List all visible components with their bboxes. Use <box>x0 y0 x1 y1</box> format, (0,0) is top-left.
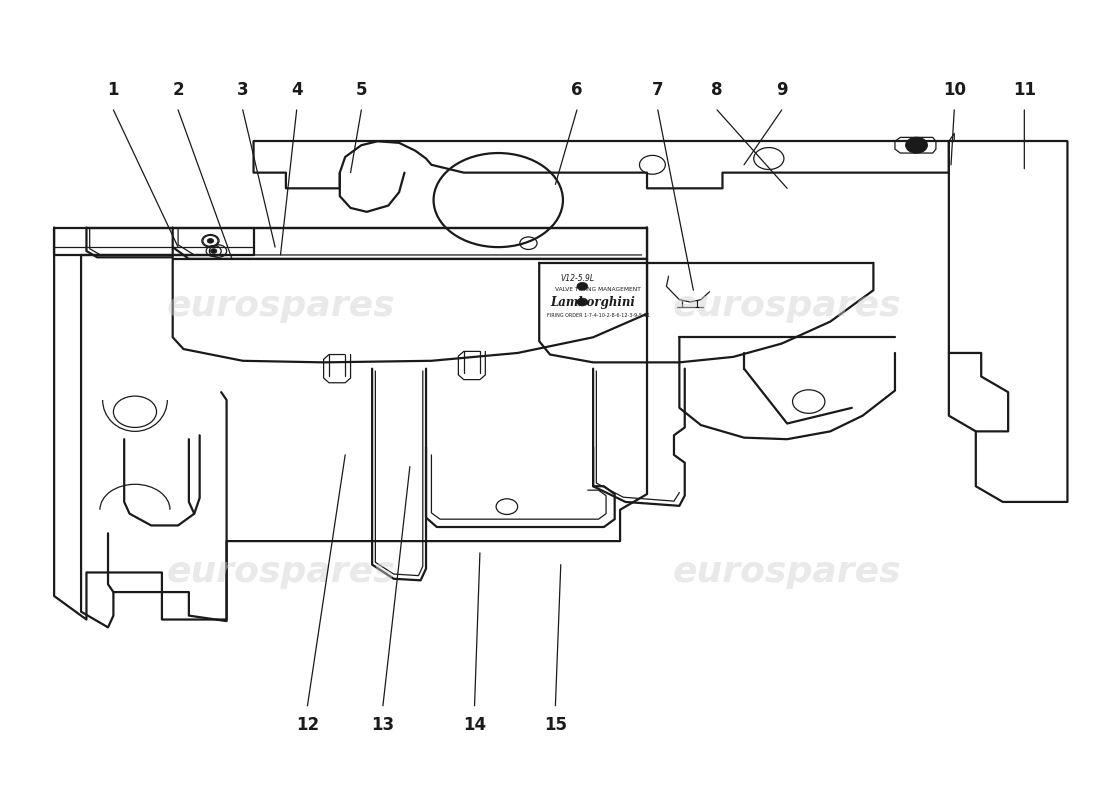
Text: 8: 8 <box>712 82 723 99</box>
Text: Lamborghini: Lamborghini <box>550 296 635 310</box>
Text: V12-5.9L: V12-5.9L <box>561 274 595 283</box>
Text: 14: 14 <box>463 716 486 734</box>
Text: FIRING ORDER 1-7-4-10-2-8-6-12-3-9-5-11: FIRING ORDER 1-7-4-10-2-8-6-12-3-9-5-11 <box>547 313 650 318</box>
Text: 6: 6 <box>571 82 583 99</box>
Text: 2: 2 <box>173 82 184 99</box>
Circle shape <box>905 138 927 153</box>
Text: 10: 10 <box>943 82 966 99</box>
Text: 5: 5 <box>355 82 367 99</box>
Text: 4: 4 <box>290 82 303 99</box>
Text: eurospares: eurospares <box>673 289 902 323</box>
Circle shape <box>210 249 217 254</box>
Text: 12: 12 <box>296 716 319 734</box>
Text: 9: 9 <box>776 82 788 99</box>
Text: 7: 7 <box>652 82 663 99</box>
Text: 11: 11 <box>1013 82 1036 99</box>
Circle shape <box>207 238 213 243</box>
Text: eurospares: eurospares <box>166 555 395 590</box>
Circle shape <box>578 298 587 306</box>
Text: 13: 13 <box>372 716 395 734</box>
Text: VALVE TIMING MANAGEMENT: VALVE TIMING MANAGEMENT <box>556 287 641 292</box>
Text: eurospares: eurospares <box>673 555 902 590</box>
Text: 15: 15 <box>543 716 566 734</box>
Text: 3: 3 <box>236 82 249 99</box>
Circle shape <box>578 282 587 290</box>
Text: 1: 1 <box>108 82 119 99</box>
Text: eurospares: eurospares <box>166 289 395 323</box>
